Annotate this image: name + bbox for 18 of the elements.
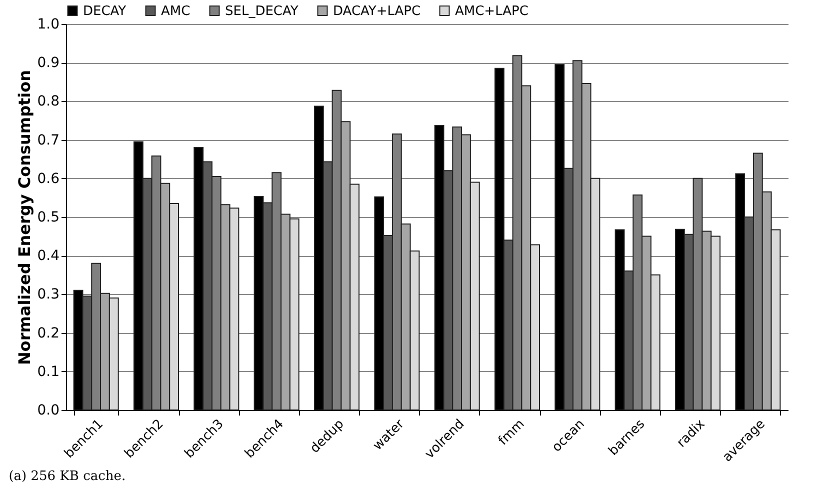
y-axis-title: Normalized Energy Consumption (15, 70, 34, 366)
y-tick-label: 1.0 (37, 16, 60, 32)
y-tick-label: 0.1 (37, 364, 60, 380)
y-tick-label: 0.4 (37, 248, 60, 264)
y-tick-label: 0.5 (37, 210, 60, 226)
y-tick-label: 0.9 (37, 55, 60, 72)
y-tick-label: 0.0 (37, 402, 60, 418)
y-tick-label: 0.8 (37, 94, 60, 110)
legend-label: DECAY (83, 4, 126, 19)
legend-label: AMC+LAPC (455, 4, 528, 19)
y-tick-label: 0.2 (37, 325, 60, 342)
text: (a) 256 KB cache. (8, 468, 126, 484)
y-tick-label: 0.6 (37, 170, 60, 187)
y-tick-label: 0.7 (37, 132, 60, 148)
y-tick-label: 0.3 (37, 286, 60, 303)
legend-label: DACAY+LAPC (333, 4, 421, 19)
legend-label: AMC (161, 4, 190, 19)
legend-label: SEL_DECAY (225, 4, 298, 19)
